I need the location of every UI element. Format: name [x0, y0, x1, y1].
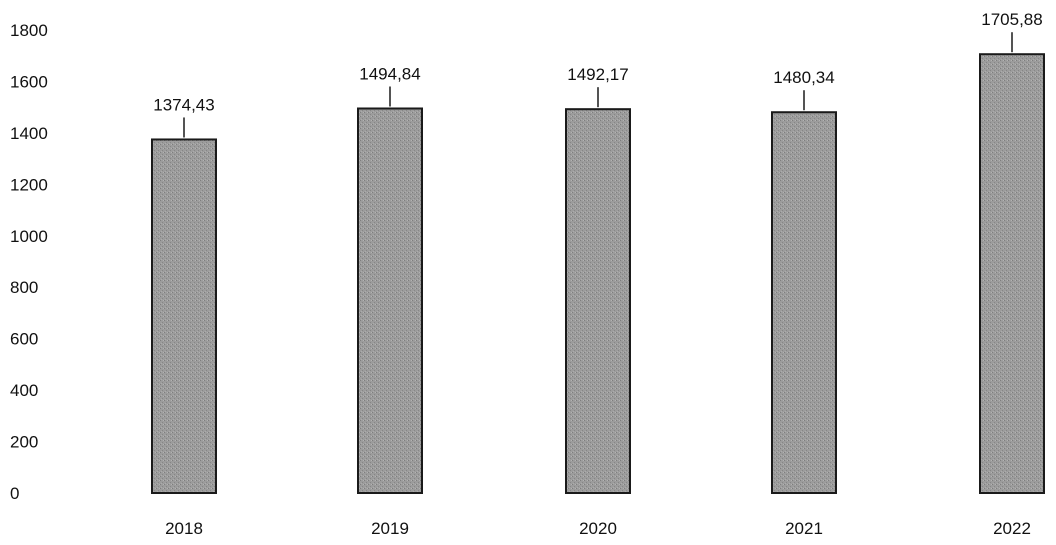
- bars-group: [151, 53, 1045, 495]
- data-label-2021: 1480,34: [773, 68, 834, 87]
- y-tick-label: 800: [10, 278, 38, 297]
- y-tick-label: 200: [10, 433, 38, 452]
- y-tick-label: 0: [10, 484, 19, 503]
- y-tick-label: 1200: [10, 175, 48, 194]
- data-label-2019: 1494,84: [359, 64, 420, 83]
- bar-2018: [151, 138, 217, 494]
- bar-2020: [565, 108, 631, 494]
- y-axis: 0 200 400 600 800 1000 1200 1400 1600 1800: [10, 21, 48, 503]
- x-tick-label-2018: 2018: [165, 519, 203, 538]
- y-tick-label: 400: [10, 381, 38, 400]
- data-label-2022: 1705,88: [981, 10, 1042, 29]
- value-labels-group: 1374,43 1494,84 1492,17 1480,34 1705,88: [153, 10, 1043, 138]
- y-tick-label: 1400: [10, 124, 48, 143]
- y-tick-label: 1000: [10, 227, 48, 246]
- data-label-2020: 1492,17: [567, 65, 628, 84]
- x-axis: 2018 2019 2020 2021 2022: [165, 519, 1031, 538]
- x-tick-label-2019: 2019: [371, 519, 409, 538]
- x-tick-label-2021: 2021: [785, 519, 823, 538]
- y-tick-label: 1800: [10, 21, 48, 40]
- bar-2019: [357, 107, 423, 495]
- y-tick-label: 1600: [10, 72, 48, 91]
- data-label-2018: 1374,43: [153, 95, 214, 114]
- bar-2021: [771, 111, 837, 494]
- bar-2022: [979, 53, 1045, 495]
- y-tick-label: 600: [10, 330, 38, 349]
- x-tick-label-2020: 2020: [579, 519, 617, 538]
- x-tick-label-2022: 2022: [993, 519, 1031, 538]
